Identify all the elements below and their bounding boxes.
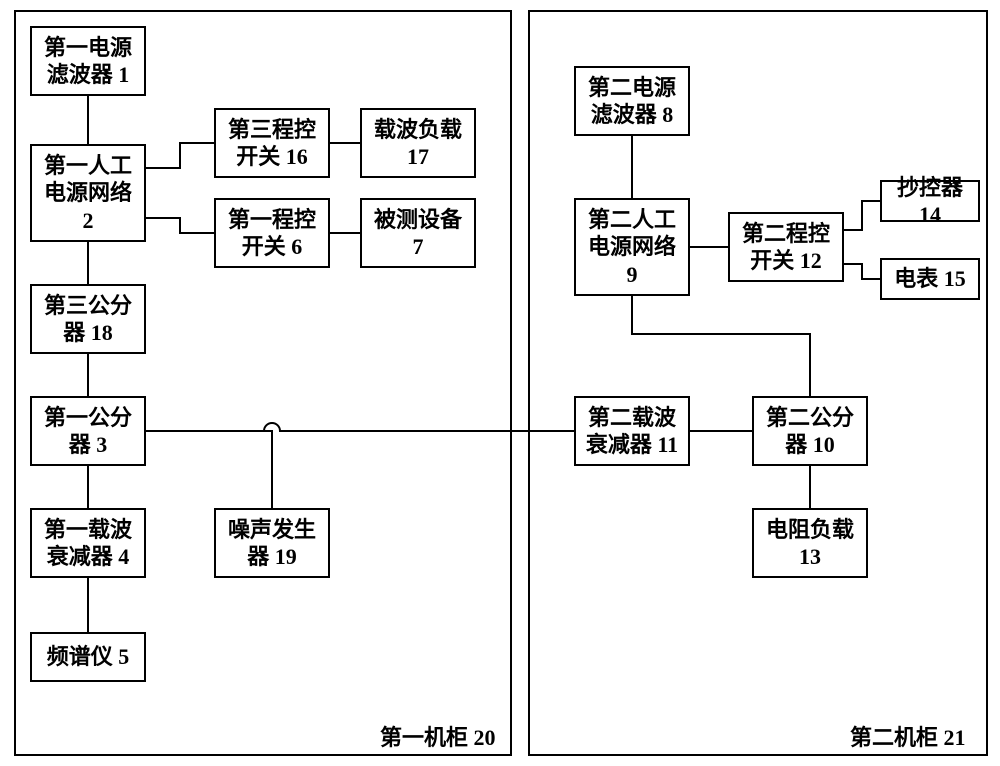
- node-n16: 第三程控开关 16: [214, 108, 330, 178]
- node-label: 第二电源滤波器 8: [588, 74, 676, 129]
- node-n1: 第一电源滤波器 1: [30, 26, 146, 96]
- node-label: 第二程控开关 12: [742, 220, 830, 275]
- node-n17: 载波负载17: [360, 108, 476, 178]
- node-label: 第一程控开关 6: [228, 206, 316, 261]
- node-n11: 第二载波衰减器 11: [574, 396, 690, 466]
- node-label: 第一载波衰减器 4: [44, 516, 132, 571]
- node-n18: 第三公分器 18: [30, 284, 146, 354]
- node-n14: 抄控器 14: [880, 180, 980, 222]
- node-label: 载波负载17: [374, 116, 462, 171]
- node-label: 噪声发生器 19: [228, 516, 316, 571]
- node-n10: 第二公分器 10: [752, 396, 868, 466]
- diagram-stage: 第一机柜 20 第二机柜 21 第一电源滤波器 1 第一人工电源网络2 第三程控开关 …: [0, 0, 1000, 766]
- node-n3: 第一公分器 3: [30, 396, 146, 466]
- node-label: 电表 15: [894, 265, 966, 293]
- node-label: 被测设备7: [374, 206, 462, 261]
- node-label: 第三公分器 18: [44, 292, 132, 347]
- node-label: 抄控器 14: [886, 174, 974, 229]
- node-label: 频谱仪 5: [47, 643, 130, 671]
- cabinet-label: 第一机柜 20: [380, 720, 496, 752]
- node-label: 第二载波衰减器 11: [586, 404, 678, 459]
- node-label: 第三程控开关 16: [228, 116, 316, 171]
- node-n19: 噪声发生器 19: [214, 508, 330, 578]
- node-label: 第一电源滤波器 1: [44, 34, 132, 89]
- node-n12: 第二程控开关 12: [728, 212, 844, 282]
- node-label: 第二公分器 10: [766, 404, 854, 459]
- node-n4: 第一载波衰减器 4: [30, 508, 146, 578]
- node-n2: 第一人工电源网络2: [30, 144, 146, 242]
- node-n7: 被测设备7: [360, 198, 476, 268]
- node-label: 第二人工电源网络9: [588, 206, 676, 289]
- node-label: 第一人工电源网络2: [44, 152, 132, 235]
- node-n13: 电阻负载13: [752, 508, 868, 578]
- node-n6: 第一程控开关 6: [214, 198, 330, 268]
- node-n5: 频谱仪 5: [30, 632, 146, 682]
- cabinet-label: 第二机柜 21: [850, 720, 966, 752]
- node-label: 第一公分器 3: [44, 404, 132, 459]
- node-n8: 第二电源滤波器 8: [574, 66, 690, 136]
- node-n9: 第二人工电源网络9: [574, 198, 690, 296]
- node-n15: 电表 15: [880, 258, 980, 300]
- node-label: 电阻负载13: [766, 516, 854, 571]
